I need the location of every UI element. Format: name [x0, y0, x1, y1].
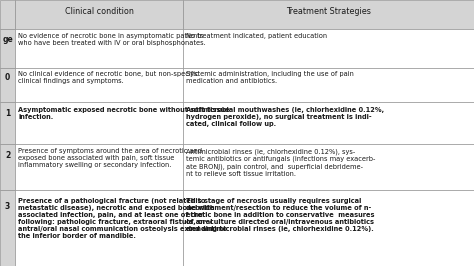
Bar: [183, 144, 474, 190]
Bar: [183, 0, 474, 29]
Text: Treatment Strategies: Treatment Strategies: [286, 7, 371, 16]
Bar: [183, 68, 474, 102]
Text: This stage of necrosis usually requires surgical
debridement/resection to reduce: This stage of necrosis usually requires …: [186, 198, 375, 232]
Bar: [0, 0, 15, 29]
Text: Antimicrobial mouthwashes (ie, chlorhexidine 0.12%,
hydrogen peroxide), no surgi: Antimicrobial mouthwashes (ie, chlorhexi…: [186, 106, 384, 127]
Bar: [183, 190, 474, 266]
Text: Antimicrobial rinses (ie, chlorhexidine 0.12%), sys-
temic antibiotics or antifu: Antimicrobial rinses (ie, chlorhexidine …: [186, 148, 376, 177]
Bar: [0, 29, 15, 68]
Bar: [15, 68, 183, 102]
Text: ge: ge: [2, 35, 13, 44]
Text: 1: 1: [5, 109, 10, 118]
Bar: [15, 144, 183, 190]
Bar: [0, 144, 15, 190]
Bar: [15, 29, 183, 68]
Text: No treatment indicated, patient education: No treatment indicated, patient educatio…: [186, 33, 328, 39]
Bar: [183, 29, 474, 68]
Text: No clinical evidence of necrotic bone, but non-specific
clinical findings and sy: No clinical evidence of necrotic bone, b…: [18, 71, 199, 84]
Bar: [15, 190, 183, 266]
Text: Presence of a pathological fracture (not related to
metastatic disease), necroti: Presence of a pathological fracture (not…: [18, 198, 227, 239]
Bar: [15, 0, 183, 29]
Bar: [0, 68, 15, 102]
Bar: [0, 190, 15, 266]
Bar: [15, 102, 183, 144]
Text: No evidence of necrotic bone in asymptomatic patients
who have been treated with: No evidence of necrotic bone in asymptom…: [18, 33, 206, 46]
Text: 0: 0: [5, 73, 10, 82]
Bar: [0, 102, 15, 144]
Text: Presence of symptoms around the area of necrotic and
exposed bone associated wit: Presence of symptoms around the area of …: [18, 148, 202, 168]
Bar: [183, 102, 474, 144]
Text: 3: 3: [5, 202, 10, 211]
Text: Asymptomatic exposed necrotic bone without soft tissue
infection.: Asymptomatic exposed necrotic bone witho…: [18, 106, 229, 119]
Text: Clinical condition: Clinical condition: [65, 7, 134, 16]
Text: Systemic administration, including the use of pain
medication and antibiotics.: Systemic administration, including the u…: [186, 71, 354, 84]
Text: 2: 2: [5, 151, 10, 160]
